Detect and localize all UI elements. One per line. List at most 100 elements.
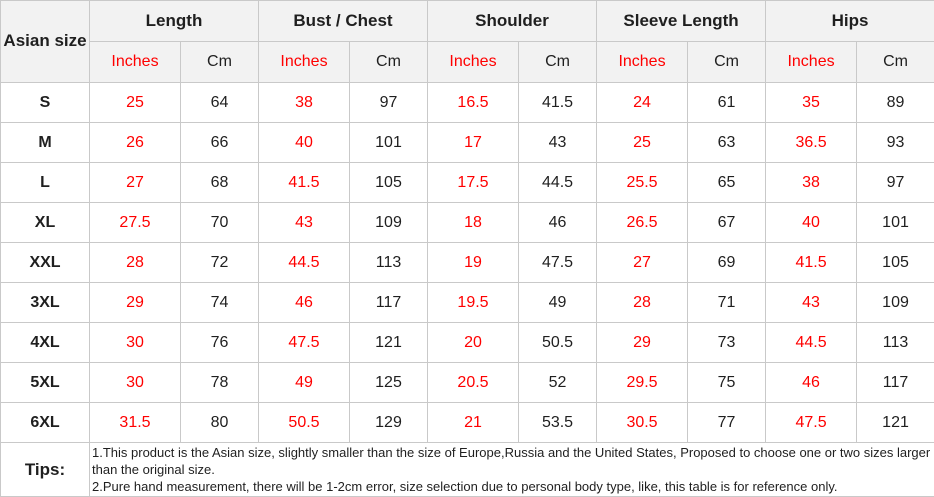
inches-value-cell: 35 — [766, 83, 857, 123]
cm-value-cell: 64 — [181, 83, 259, 123]
subheader-bust-cm: Cm — [350, 42, 428, 83]
group-header-hips: Hips — [766, 1, 934, 42]
inches-value-cell: 21 — [428, 403, 519, 443]
cm-value-cell: 70 — [181, 203, 259, 243]
inches-value-cell: 40 — [766, 203, 857, 243]
subheader-shoulder-cm: Cm — [519, 42, 597, 83]
cm-value-cell: 76 — [181, 323, 259, 363]
inches-value-cell: 25.5 — [597, 163, 688, 203]
inches-value-cell: 40 — [259, 123, 350, 163]
cm-value-cell: 109 — [857, 283, 934, 323]
cm-value-cell: 69 — [688, 243, 766, 283]
cm-value-cell: 53.5 — [519, 403, 597, 443]
inches-value-cell: 46 — [259, 283, 350, 323]
inches-value-cell: 25 — [90, 83, 181, 123]
inches-value-cell: 27 — [90, 163, 181, 203]
subheader-hips-inches: Inches — [766, 42, 857, 83]
cm-value-cell: 129 — [350, 403, 428, 443]
inches-value-cell: 29 — [90, 283, 181, 323]
size-cell: 3XL — [1, 283, 90, 323]
cm-value-cell: 72 — [181, 243, 259, 283]
inches-value-cell: 44.5 — [766, 323, 857, 363]
inches-value-cell: 41.5 — [766, 243, 857, 283]
cm-value-cell: 74 — [181, 283, 259, 323]
cm-value-cell: 105 — [350, 163, 428, 203]
inches-value-cell: 16.5 — [428, 83, 519, 123]
inches-value-cell: 20 — [428, 323, 519, 363]
cm-value-cell: 63 — [688, 123, 766, 163]
subheader-sleeve-cm: Cm — [688, 42, 766, 83]
subheader-length-inches: Inches — [90, 42, 181, 83]
cm-value-cell: 101 — [350, 123, 428, 163]
cm-value-cell: 68 — [181, 163, 259, 203]
inches-value-cell: 19 — [428, 243, 519, 283]
inches-value-cell: 47.5 — [766, 403, 857, 443]
cm-value-cell: 117 — [857, 363, 934, 403]
inches-value-cell: 50.5 — [259, 403, 350, 443]
subheader-sleeve-inches: Inches — [597, 42, 688, 83]
inches-value-cell: 43 — [259, 203, 350, 243]
inches-value-cell: 20.5 — [428, 363, 519, 403]
size-cell: 5XL — [1, 363, 90, 403]
group-header-length: Length — [90, 1, 259, 42]
tips-line-1: 1.This product is the Asian size, slight… — [92, 444, 932, 478]
cm-value-cell: 65 — [688, 163, 766, 203]
inches-value-cell: 17.5 — [428, 163, 519, 203]
inches-value-cell: 27.5 — [90, 203, 181, 243]
cm-value-cell: 67 — [688, 203, 766, 243]
size-cell: M — [1, 123, 90, 163]
subheader-length-cm: Cm — [181, 42, 259, 83]
inches-value-cell: 30 — [90, 363, 181, 403]
cm-value-cell: 47.5 — [519, 243, 597, 283]
inches-value-cell: 36.5 — [766, 123, 857, 163]
group-header-row: Asian size Length Bust / Chest Shoulder … — [1, 1, 934, 42]
cm-value-cell: 121 — [857, 403, 934, 443]
cm-value-cell: 50.5 — [519, 323, 597, 363]
inches-value-cell: 30.5 — [597, 403, 688, 443]
inches-value-cell: 28 — [597, 283, 688, 323]
subheader-bust-inches: Inches — [259, 42, 350, 83]
tips-row: Tips: 1.This product is the Asian size, … — [1, 443, 934, 497]
inches-value-cell: 46 — [766, 363, 857, 403]
cm-value-cell: 101 — [857, 203, 934, 243]
cm-value-cell: 75 — [688, 363, 766, 403]
size-cell: XXL — [1, 243, 90, 283]
cm-value-cell: 71 — [688, 283, 766, 323]
inches-value-cell: 49 — [259, 363, 350, 403]
cm-value-cell: 73 — [688, 323, 766, 363]
inches-value-cell: 26.5 — [597, 203, 688, 243]
cm-value-cell: 49 — [519, 283, 597, 323]
cm-value-cell: 113 — [350, 243, 428, 283]
corner-header-asian-size: Asian size — [1, 1, 90, 83]
inches-value-cell: 25 — [597, 123, 688, 163]
inches-value-cell: 38 — [766, 163, 857, 203]
inches-value-cell: 47.5 — [259, 323, 350, 363]
size-cell: 4XL — [1, 323, 90, 363]
size-cell: L — [1, 163, 90, 203]
inches-value-cell: 44.5 — [259, 243, 350, 283]
cm-value-cell: 97 — [857, 163, 934, 203]
size-cell: 6XL — [1, 403, 90, 443]
cm-value-cell: 117 — [350, 283, 428, 323]
group-header-sleeve-length: Sleeve Length — [597, 1, 766, 42]
cm-value-cell: 78 — [181, 363, 259, 403]
cm-value-cell: 125 — [350, 363, 428, 403]
inches-value-cell: 29.5 — [597, 363, 688, 403]
cm-value-cell: 61 — [688, 83, 766, 123]
table-header: Asian size Length Bust / Chest Shoulder … — [1, 1, 934, 83]
cm-value-cell: 77 — [688, 403, 766, 443]
cm-value-cell: 121 — [350, 323, 428, 363]
inches-value-cell: 43 — [766, 283, 857, 323]
inches-value-cell: 18 — [428, 203, 519, 243]
subheader-hips-cm: Cm — [857, 42, 934, 83]
